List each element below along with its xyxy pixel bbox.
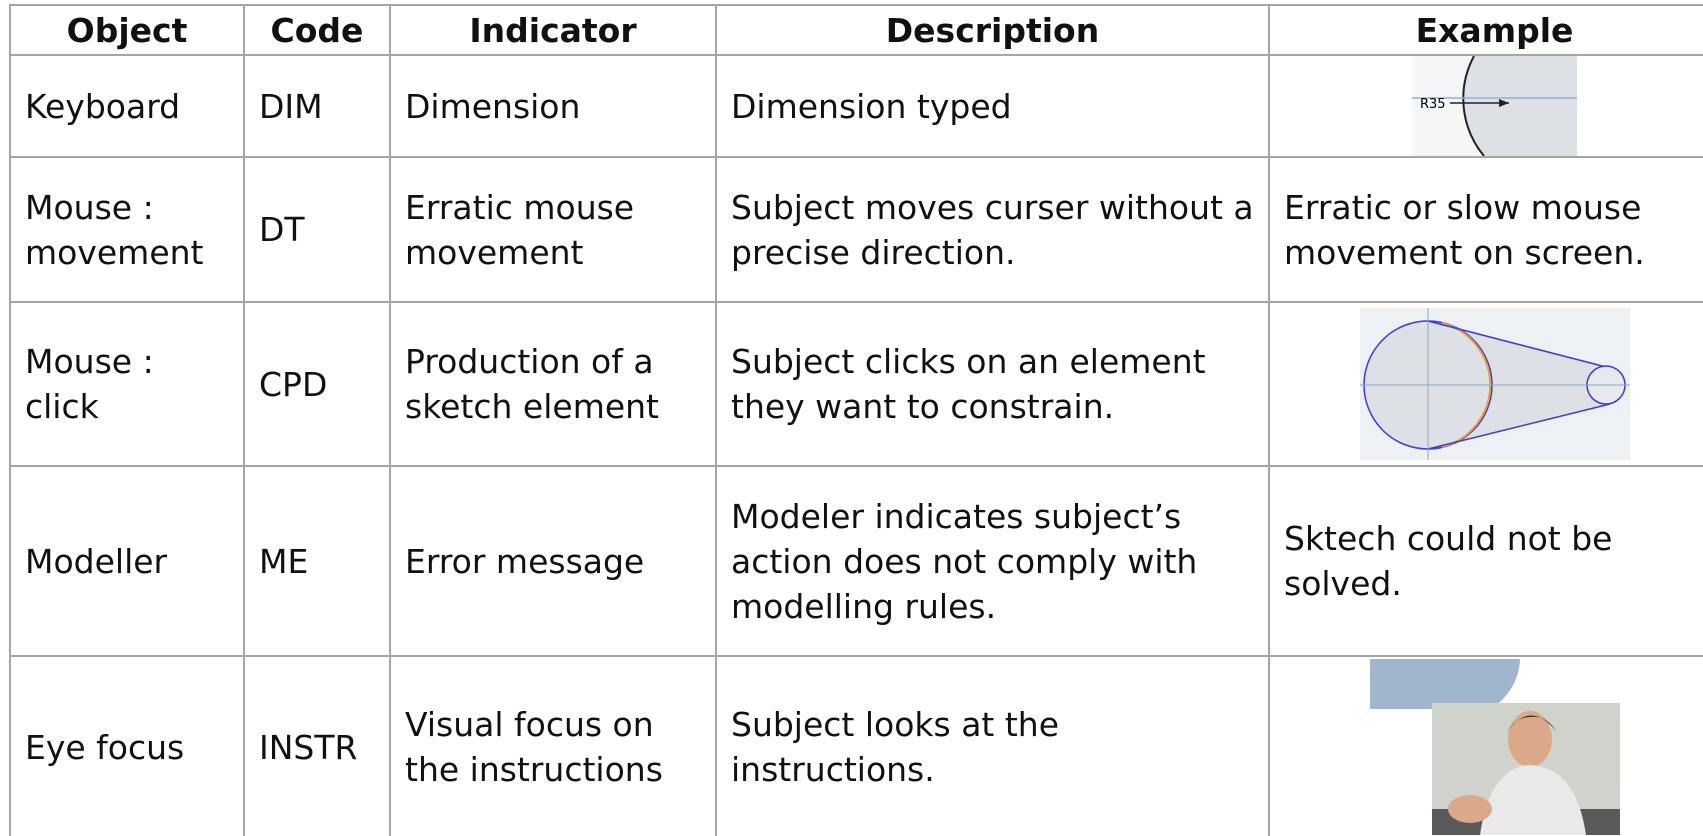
code: DIM	[243, 54, 391, 158]
indicator: Erratic mouse movement	[389, 156, 717, 303]
object: Modeller	[9, 465, 245, 657]
description: Modeler indicates subject’s action does …	[715, 465, 1270, 657]
arrow	[1499, 99, 1509, 107]
description: Subject clicks on an element they want t…	[715, 301, 1270, 467]
row: Eye focus INSTR Visual focus on the inst…	[9, 655, 1703, 836]
header-cell: Object	[9, 4, 245, 56]
face	[1507, 711, 1552, 767]
hand	[1447, 795, 1492, 823]
row: Mouse : click CPD Production of a sketch…	[9, 301, 1703, 467]
tangent	[1427, 403, 1610, 450]
code: ME	[243, 465, 391, 657]
shirt	[1479, 765, 1586, 835]
object: Eye focus	[9, 655, 245, 836]
tangent	[1427, 320, 1610, 369]
object: Mouse : click	[9, 301, 245, 467]
example	[1268, 301, 1703, 467]
eye-image	[1369, 659, 1620, 835]
example	[1268, 655, 1703, 836]
header-cell: Indicator	[389, 4, 717, 56]
object: Keyboard	[9, 54, 245, 158]
dimension-label: R35	[1420, 97, 1446, 112]
code: DT	[243, 156, 391, 303]
dimension-image: R35	[1412, 57, 1577, 155]
header-cell: Code	[243, 4, 391, 56]
sketch-image	[1359, 308, 1630, 460]
code: CPD	[243, 301, 391, 467]
indicator: Dimension	[389, 54, 717, 158]
row: Mouse : movement DT Erratic mouse moveme…	[9, 156, 1703, 303]
description: Dimension typed	[715, 54, 1270, 158]
object: Mouse : movement	[9, 156, 245, 303]
row: Modeller ME Error message Modeler indica…	[9, 465, 1703, 657]
example: Sktech could not be solved.	[1268, 465, 1703, 657]
header-row: Object Code Indicator Description Exampl…	[9, 4, 1703, 56]
example: Erratic or slow mouse movement on screen…	[1268, 156, 1703, 303]
arc	[1462, 57, 1485, 155]
row: Keyboard DIM Dimension Dimension typed R…	[9, 54, 1703, 158]
example: R35	[1268, 54, 1703, 158]
coding-table: Object Code Indicator Description Exampl…	[9, 4, 1703, 836]
description: Subject looks at the instructions.	[715, 655, 1270, 836]
header-cell: Example	[1268, 4, 1703, 56]
cad-shape	[1369, 659, 1520, 709]
code: INSTR	[243, 655, 391, 836]
header-cell: Description	[715, 4, 1270, 56]
hair	[1505, 715, 1556, 733]
indicator: Visual focus on the instructions	[389, 655, 717, 836]
indicator: Production of a sketch element	[389, 301, 717, 467]
indicator: Error message	[389, 465, 717, 657]
description: Subject moves curser without a precise d…	[715, 156, 1270, 303]
shape	[1463, 57, 1577, 155]
